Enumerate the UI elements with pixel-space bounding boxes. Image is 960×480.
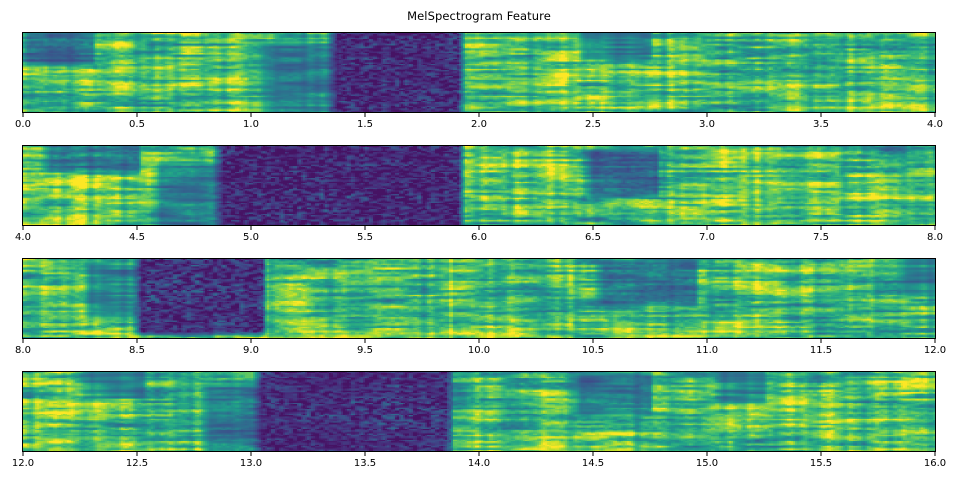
x-tick-label: 12.0 [923, 345, 947, 356]
x-tick-mark [22, 113, 24, 117]
x-tick-mark [592, 452, 594, 456]
x-tick-mark [706, 339, 708, 343]
x-tick-label: 8.5 [129, 345, 145, 356]
x-tick-label: 1.0 [243, 119, 259, 130]
x-tick-mark [934, 113, 936, 117]
x-axis-tick-labels: 12.0 12.5 13.0 13.5 14.0 14.5 15.0 15.5 16.0 [12, 458, 946, 472]
x-tick-label: 6.0 [471, 232, 487, 243]
x-tick-label: 15.5 [809, 458, 833, 469]
x-tick-label: 8.0 [927, 232, 943, 243]
x-tick-label: 14.5 [581, 458, 605, 469]
x-tick-label: 9.5 [357, 345, 373, 356]
x-tick-mark [478, 113, 480, 117]
x-tick-mark [592, 113, 594, 117]
x-tick-label: 12.5 [125, 458, 149, 469]
spectrogram-panel: 12.0 12.5 13.0 13.5 14.0 14.5 15.0 15.5 16.0 [12, 371, 946, 480]
x-axis-tick-labels: 4.0 4.5 5.0 5.5 6.0 6.5 7.0 7.5 8.0 [15, 232, 943, 246]
x-tick-mark [250, 226, 252, 230]
x-tick-label: 13.5 [353, 458, 377, 469]
x-tick-label: 4.5 [129, 232, 145, 243]
spectrogram-panel: 0.0 0.5 1.0 1.5 2.0 2.5 3.0 3.5 4.0 [15, 32, 943, 146]
x-tick-label: 4.0 [15, 232, 31, 243]
spectrogram-canvas [22, 371, 936, 452]
x-tick-label: 8.0 [15, 345, 31, 356]
x-tick-mark [820, 452, 822, 456]
x-tick-label: 10.5 [581, 345, 605, 356]
x-tick-label: 5.0 [243, 232, 259, 243]
x-tick-label: 0.0 [15, 119, 31, 130]
x-tick-mark [934, 226, 936, 230]
x-axis-tick-labels: 8.0 8.5 9.0 9.5 10.0 10.5 11.0 11.5 12.0 [15, 345, 946, 359]
x-tick-mark [22, 226, 24, 230]
x-tick-label: 10.0 [467, 345, 491, 356]
spectrogram-panel: 4.0 4.5 5.0 5.5 6.0 6.5 7.0 7.5 8.0 [15, 145, 943, 259]
x-tick-mark [136, 113, 138, 117]
spectrogram-canvas [22, 258, 936, 339]
x-tick-label: 2.0 [471, 119, 487, 130]
x-tick-mark [820, 339, 822, 343]
x-tick-label: 7.5 [813, 232, 829, 243]
x-tick-mark [706, 113, 708, 117]
x-axis-tick-labels: 0.0 0.5 1.0 1.5 2.0 2.5 3.0 3.5 4.0 [15, 119, 943, 133]
x-tick-mark [136, 226, 138, 230]
x-tick-mark [592, 339, 594, 343]
x-tick-label: 14.0 [467, 458, 491, 469]
x-tick-mark [22, 339, 24, 343]
x-tick-label: 1.5 [357, 119, 373, 130]
x-tick-label: 11.5 [809, 345, 833, 356]
x-tick-mark [364, 226, 366, 230]
x-tick-mark [364, 452, 366, 456]
spectrogram-panels: 0.0 0.5 1.0 1.5 2.0 2.5 3.0 3.5 4.0 4.0 4.5 5.0 5.5 6… [12, 32, 946, 480]
x-tick-mark [706, 452, 708, 456]
x-tick-label: 15.0 [695, 458, 719, 469]
x-tick-label: 7.0 [699, 232, 715, 243]
x-tick-label: 5.5 [357, 232, 373, 243]
x-tick-label: 11.0 [695, 345, 719, 356]
x-tick-mark [478, 452, 480, 456]
spectrogram-canvas [22, 145, 936, 226]
x-tick-label: 4.0 [927, 119, 943, 130]
x-tick-label: 0.5 [129, 119, 145, 130]
x-tick-label: 16.0 [923, 458, 947, 469]
x-tick-label: 9.0 [243, 345, 259, 356]
x-tick-mark [22, 452, 24, 456]
x-tick-label: 3.0 [699, 119, 715, 130]
x-tick-label: 2.5 [585, 119, 601, 130]
x-tick-mark [592, 226, 594, 230]
x-tick-mark [250, 113, 252, 117]
x-tick-mark [250, 339, 252, 343]
x-tick-mark [820, 113, 822, 117]
x-tick-mark [478, 339, 480, 343]
chart-title: MelSpectrogram Feature [407, 9, 551, 23]
x-tick-mark [364, 339, 366, 343]
x-tick-mark [706, 226, 708, 230]
x-tick-mark [250, 452, 252, 456]
x-tick-label: 3.5 [813, 119, 829, 130]
x-tick-mark [934, 452, 936, 456]
spectrogram-panel: 8.0 8.5 9.0 9.5 10.0 10.5 11.0 11.5 12.0 [15, 258, 946, 372]
x-tick-mark [136, 452, 138, 456]
x-tick-mark [136, 339, 138, 343]
x-tick-mark [478, 226, 480, 230]
x-tick-label: 12.0 [11, 458, 35, 469]
spectrogram-canvas [22, 32, 936, 113]
x-tick-mark [934, 339, 936, 343]
x-tick-mark [364, 113, 366, 117]
x-tick-label: 6.5 [585, 232, 601, 243]
x-tick-label: 13.0 [239, 458, 263, 469]
x-tick-mark [820, 226, 822, 230]
